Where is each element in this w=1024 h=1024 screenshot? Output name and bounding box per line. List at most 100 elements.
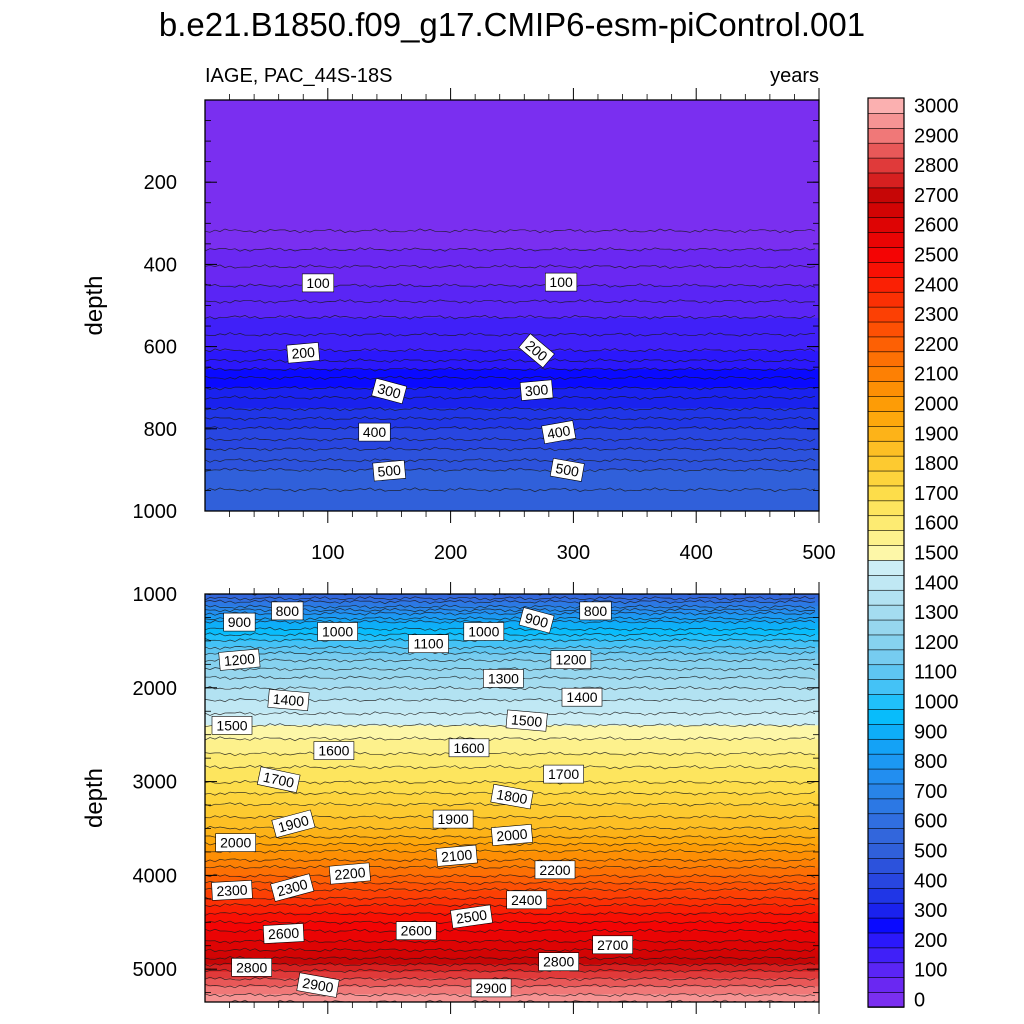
contour-band [205, 844, 819, 853]
contour-label: 1700 [256, 766, 301, 794]
contour-label: 1700 [543, 764, 584, 784]
x-tick-label: 500 [802, 542, 835, 564]
contour-band [205, 602, 819, 607]
colorbar-swatch [867, 395, 905, 412]
svg-text:100: 100 [306, 275, 330, 291]
colorbar-swatch [867, 991, 905, 1008]
contour-label: 1400 [561, 687, 603, 707]
contour-label: 1300 [483, 669, 524, 688]
contour-band [205, 490, 819, 511]
contour-label: 1000 [463, 622, 505, 641]
contour-band [205, 622, 819, 629]
contour-line [205, 632, 816, 637]
contour-line [205, 375, 816, 381]
svg-text:2000: 2000 [496, 826, 529, 845]
colorbar-tick-label: 300 [914, 900, 947, 922]
contour-label: 300 [371, 377, 408, 405]
colorbar-swatch [867, 485, 905, 502]
contour-band [205, 725, 819, 740]
contour-label: 2400 [506, 890, 548, 910]
colorbar-tick-label: 200 [914, 930, 947, 952]
colorbar-tick-label: 1900 [914, 423, 959, 445]
colorbar-tick-label: 1400 [914, 572, 959, 594]
contour-band [205, 941, 819, 952]
svg-text:2000: 2000 [220, 835, 251, 851]
svg-text:500: 500 [554, 460, 580, 480]
contour-line [205, 607, 816, 613]
colorbar-tick-label: 2800 [914, 155, 959, 177]
variable-label: IAGE, PAC_44S-18S [205, 65, 393, 87]
upper-panel: 100 100 200 200 300 300 400 400 500 500 200 400 600 8… [81, 88, 836, 564]
colorbar-swatch [867, 917, 905, 934]
colorbar-tick-label: 1200 [914, 632, 959, 654]
colorbar-swatch [867, 172, 905, 189]
colorbar-tick-label: 400 [914, 870, 947, 892]
colorbar-swatch [867, 470, 905, 487]
svg-text:2900: 2900 [301, 975, 335, 996]
contour-line [205, 314, 816, 320]
svg-text:400: 400 [363, 424, 387, 440]
colorbar-swatch [867, 753, 905, 770]
contour-band [205, 767, 819, 783]
colorbar-tick-label: 2600 [914, 215, 959, 237]
colorbar-tick-label: 2000 [914, 393, 959, 415]
svg-text:2600: 2600 [401, 923, 432, 939]
contour-line [205, 848, 816, 854]
contour-label: 1100 [408, 634, 449, 654]
contour-band [205, 640, 819, 648]
units-label: years [770, 65, 819, 87]
contour-band [205, 628, 819, 636]
svg-text:2200: 2200 [539, 862, 570, 878]
colorbar-swatch [867, 589, 905, 606]
contour-band [205, 905, 819, 914]
contour-label: 2200 [534, 860, 576, 880]
svg-text:2900: 2900 [476, 980, 507, 996]
contour-line [205, 939, 816, 944]
contour-band [205, 875, 819, 884]
contour-line [205, 616, 815, 621]
contour-line [205, 467, 816, 473]
contour-line [205, 751, 816, 757]
contour-label: 2900 [296, 972, 340, 998]
svg-text:2300: 2300 [216, 882, 248, 900]
colorbar-tick-label: 2700 [914, 185, 959, 207]
contour-band [205, 614, 819, 619]
svg-text:900: 900 [228, 614, 252, 630]
x-tick-label: 300 [557, 542, 590, 564]
y-tick-label: 5000 [133, 959, 178, 981]
svg-text:1200: 1200 [223, 650, 256, 669]
svg-text:1100: 1100 [413, 636, 443, 652]
contour-label: 1900 [432, 809, 474, 829]
colorbar-swatch [867, 216, 905, 233]
colorbar-swatch [867, 246, 905, 263]
colorbar-tick-label: 0 [914, 990, 925, 1012]
colorbar-swatch [867, 649, 905, 666]
contour-band [205, 931, 819, 942]
lower-panel: 900 800 1000 1100 1000 900 800 1200 1300 1200 1400… [81, 582, 820, 1014]
contour-label: 1200 [550, 650, 592, 670]
contour-band [205, 266, 819, 286]
contour-line [205, 395, 816, 400]
colorbar-swatch [867, 812, 905, 829]
x-tick-label: 400 [680, 542, 713, 564]
svg-text:800: 800 [276, 603, 300, 619]
contour-band [205, 978, 819, 987]
contour-line [205, 637, 816, 643]
colorbar: 0 100 200 300 400 500 600 700 800 900 1000 1100 1200… [867, 95, 959, 1012]
contour-band [205, 964, 819, 973]
colorbar-tick-label: 900 [914, 721, 947, 743]
contour-label: 400 [541, 420, 577, 445]
contour-line [205, 611, 816, 616]
svg-text:300: 300 [524, 381, 549, 399]
colorbar-swatch [867, 321, 905, 338]
colorbar-swatch [867, 514, 905, 531]
svg-text:2100: 2100 [440, 846, 473, 865]
colorbar-swatch [867, 872, 905, 889]
contour-line [205, 864, 816, 870]
contour-label: 800 [579, 601, 612, 621]
colorbar-swatch [867, 231, 905, 248]
contour-label: 2800 [538, 952, 580, 972]
contour-band [205, 739, 819, 755]
contour-band [205, 882, 819, 891]
colorbar-swatch [867, 127, 905, 144]
